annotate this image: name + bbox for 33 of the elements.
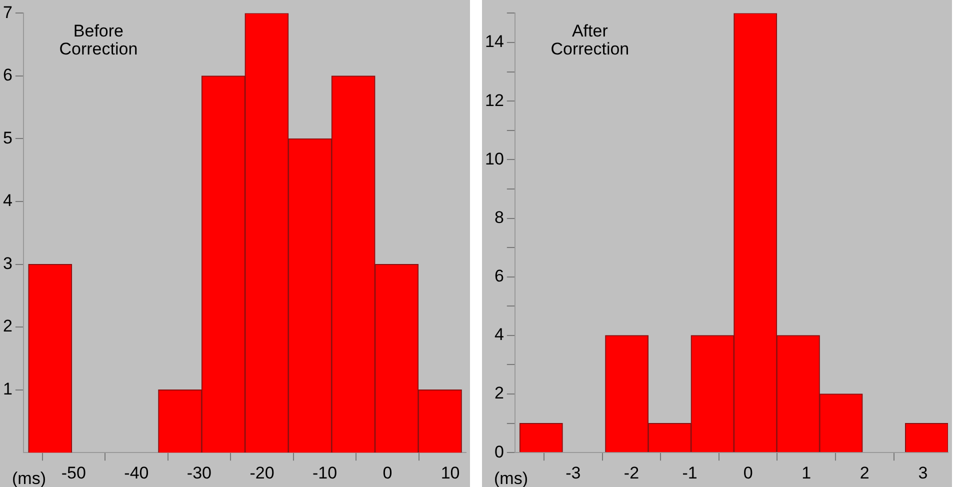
y-tick-label: 7 [2, 2, 12, 22]
y-tick-label: 2 [494, 384, 504, 403]
x-tick-label: -50 [61, 463, 86, 482]
y-tick-label: 6 [2, 66, 12, 85]
y-tick-label: 3 [2, 254, 12, 273]
x-axis-title: (ms) [494, 468, 528, 487]
y-tick-label: 0 [494, 442, 504, 462]
x-tick-label: -10 [312, 463, 338, 482]
x-tick-label: -3 [566, 463, 581, 482]
x-tick-label: 2 [860, 463, 870, 482]
x-tick-label: 0 [382, 463, 392, 482]
y-tick-label: 8 [494, 208, 504, 227]
y-tick-label: 5 [2, 128, 12, 148]
y-tick-label: 4 [2, 191, 12, 210]
x-tick-label: 1 [802, 463, 812, 482]
x-tick-label: -30 [186, 463, 212, 482]
x-tick-label: 3 [918, 463, 928, 482]
x-tick-label: -40 [124, 463, 149, 482]
y-tick-label: 14 [484, 32, 504, 52]
x-axis-title: (ms) [12, 468, 46, 487]
x-tick-label: -1 [682, 463, 698, 482]
y-tick-label: 4 [494, 325, 504, 344]
x-tick-label: -2 [624, 463, 640, 482]
x-tick-label: 0 [743, 463, 753, 482]
text: Before Correction [59, 21, 138, 58]
y-tick-label: 12 [484, 90, 504, 110]
y-tick-label: 10 [484, 149, 504, 168]
y-tick-label: 2 [2, 316, 12, 336]
text: After Correction [550, 21, 630, 58]
y-tick-label: 6 [494, 266, 504, 286]
x-tick-label: 10 [440, 463, 460, 482]
y-tick-label: 1 [2, 380, 12, 399]
x-tick-label: -20 [250, 463, 274, 482]
